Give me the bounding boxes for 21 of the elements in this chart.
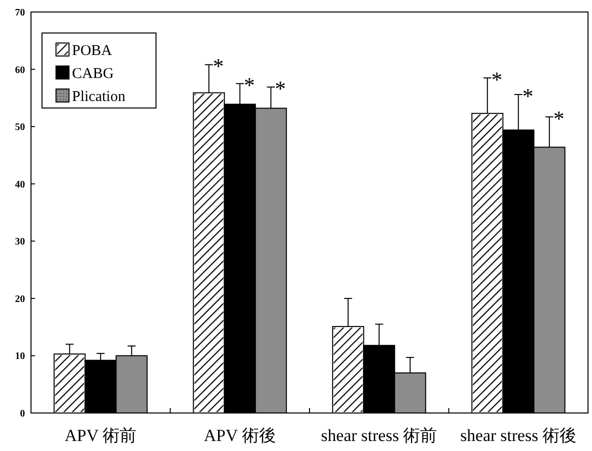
y-tick-label: 0: [20, 408, 25, 420]
legend-label: POBA: [72, 43, 112, 59]
y-tick-label: 10: [15, 351, 25, 362]
y-tick-label: 70: [15, 8, 25, 18]
legend-label: CABG: [72, 66, 114, 82]
x-tick-label: APV 術前: [64, 426, 137, 445]
y-tick-label: 30: [15, 236, 25, 248]
annotation: *: [553, 106, 564, 131]
annotation: *: [491, 66, 502, 92]
x-tick-label: shear stress 術前: [321, 426, 438, 445]
annotation: *: [212, 54, 224, 79]
y-tick-label: 60: [15, 64, 25, 76]
annotation: *: [244, 72, 255, 98]
y-tick-label: 50: [15, 122, 25, 134]
annotation: *: [522, 83, 534, 108]
y-tick-label: 40: [15, 179, 25, 190]
y-tick-label: 20: [15, 294, 25, 305]
legend-label: Plication: [72, 89, 126, 105]
x-tick-label: APV 術後: [204, 426, 276, 445]
x-tick-label: shear stress 術後: [460, 426, 576, 445]
annotation: *: [274, 76, 286, 102]
